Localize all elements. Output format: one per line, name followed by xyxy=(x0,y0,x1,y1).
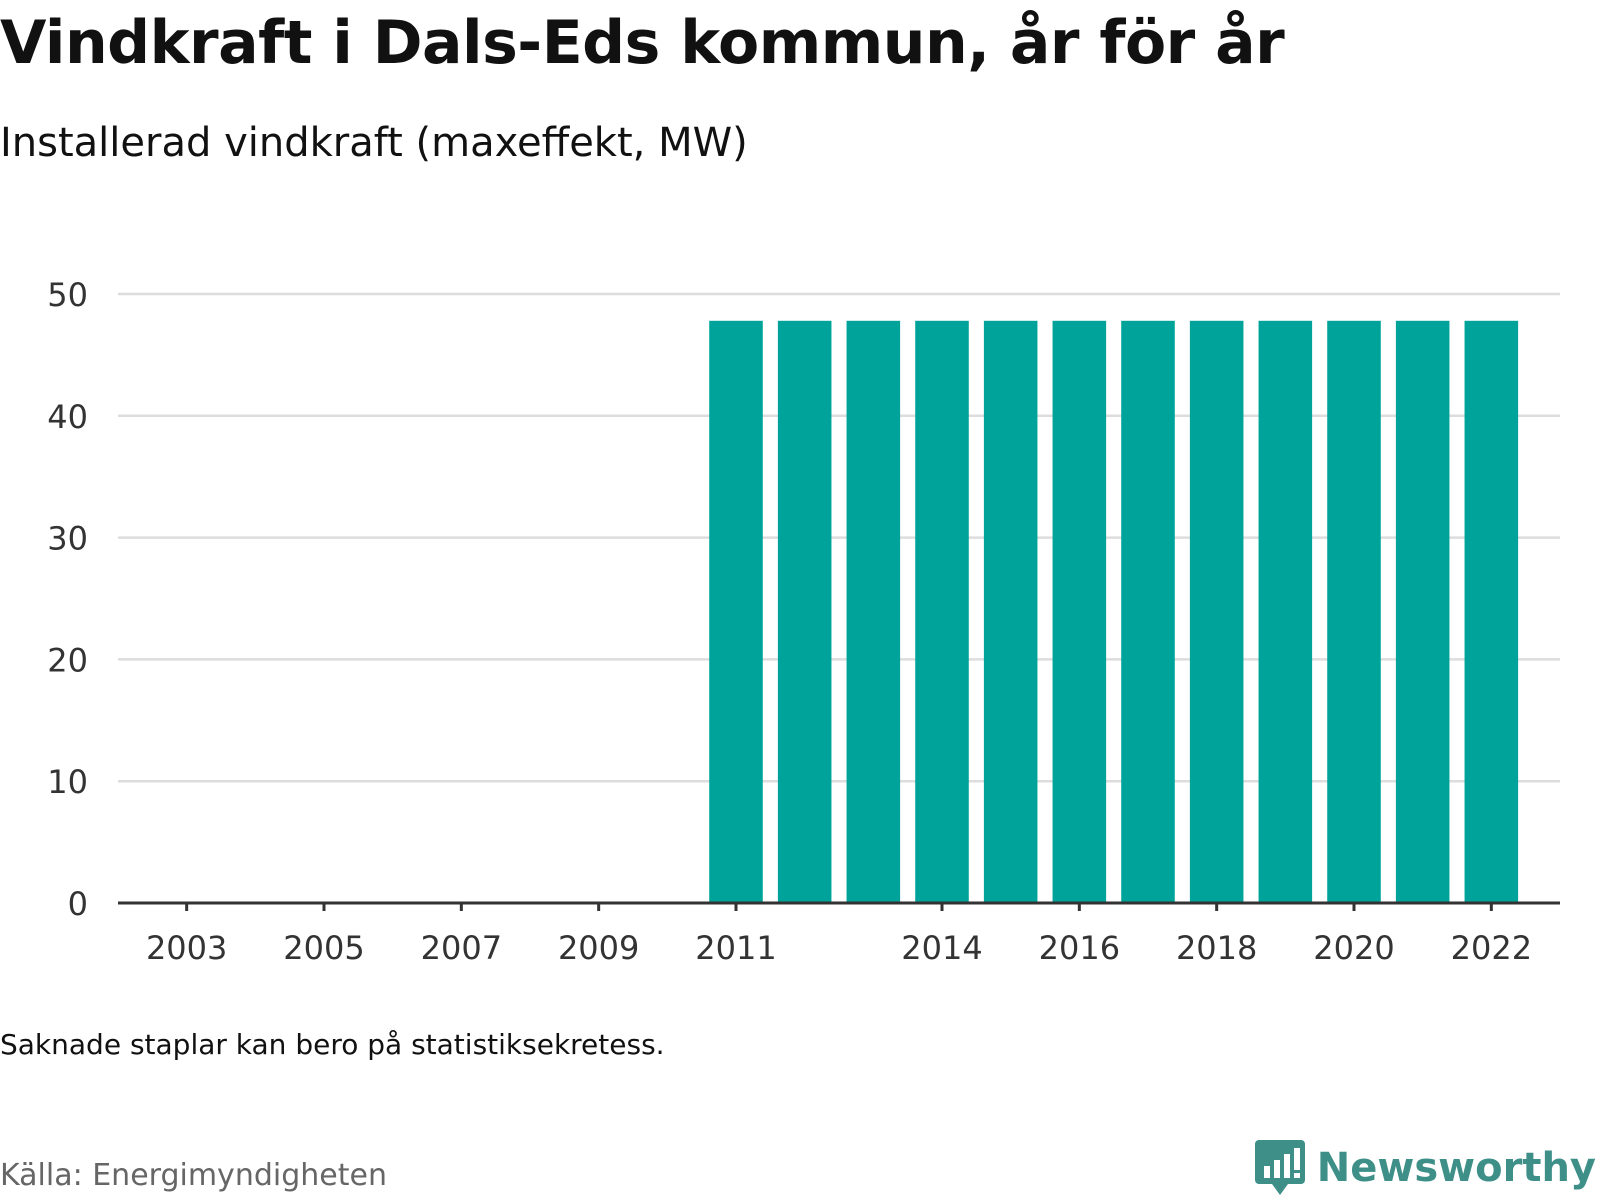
x-tick-label: 2018 xyxy=(1176,929,1257,967)
bar xyxy=(1052,320,1107,903)
y-tick-label: 50 xyxy=(47,276,88,314)
x-tick-label: 2011 xyxy=(695,929,776,967)
bar xyxy=(915,320,969,903)
bar xyxy=(846,320,901,903)
y-tick-label: 40 xyxy=(47,398,88,436)
bar xyxy=(983,320,1038,903)
bar xyxy=(777,320,832,903)
bar-chart: 0 10 20 30 40 50 2003 2005 2007 2009 2011 2014 2016 2… xyxy=(47,276,1560,967)
bar xyxy=(1121,320,1175,903)
bar xyxy=(1189,320,1244,903)
brand-name: Newsworthy xyxy=(1316,1145,1596,1191)
y-tick-label: 10 xyxy=(47,763,88,801)
x-tick-label: 2009 xyxy=(558,929,639,967)
chart-subtitle: Installerad vindkraft (maxeffekt, MW) xyxy=(0,120,748,166)
y-tick-label: 20 xyxy=(47,641,88,679)
x-tick-label: 2016 xyxy=(1039,929,1120,967)
bar xyxy=(709,320,763,903)
bar xyxy=(1258,320,1313,903)
bar xyxy=(1395,320,1450,903)
x-tick-label: 2005 xyxy=(283,929,364,967)
y-tick-label: 0 xyxy=(68,885,88,923)
x-tick-label: 2007 xyxy=(421,929,502,967)
y-tick-label: 30 xyxy=(47,520,88,558)
brand-logo: Newsworthy xyxy=(1254,1140,1596,1196)
source-text: Källa: Energimyndigheten xyxy=(0,1158,387,1193)
chart-title: Vindkraft i Dals-Eds kommun, år för år xyxy=(0,8,1285,78)
bar xyxy=(1327,320,1381,903)
x-tick-label: 2020 xyxy=(1313,929,1394,967)
footnote: Saknade staplar kan bero på statistiksek… xyxy=(0,1028,665,1061)
x-tick-label: 2014 xyxy=(901,929,982,967)
x-tick-label: 2022 xyxy=(1451,929,1532,967)
x-tick-label: 2003 xyxy=(146,929,227,967)
bar-chart-speech-bubble-icon xyxy=(1254,1140,1305,1195)
bar xyxy=(1464,320,1519,903)
